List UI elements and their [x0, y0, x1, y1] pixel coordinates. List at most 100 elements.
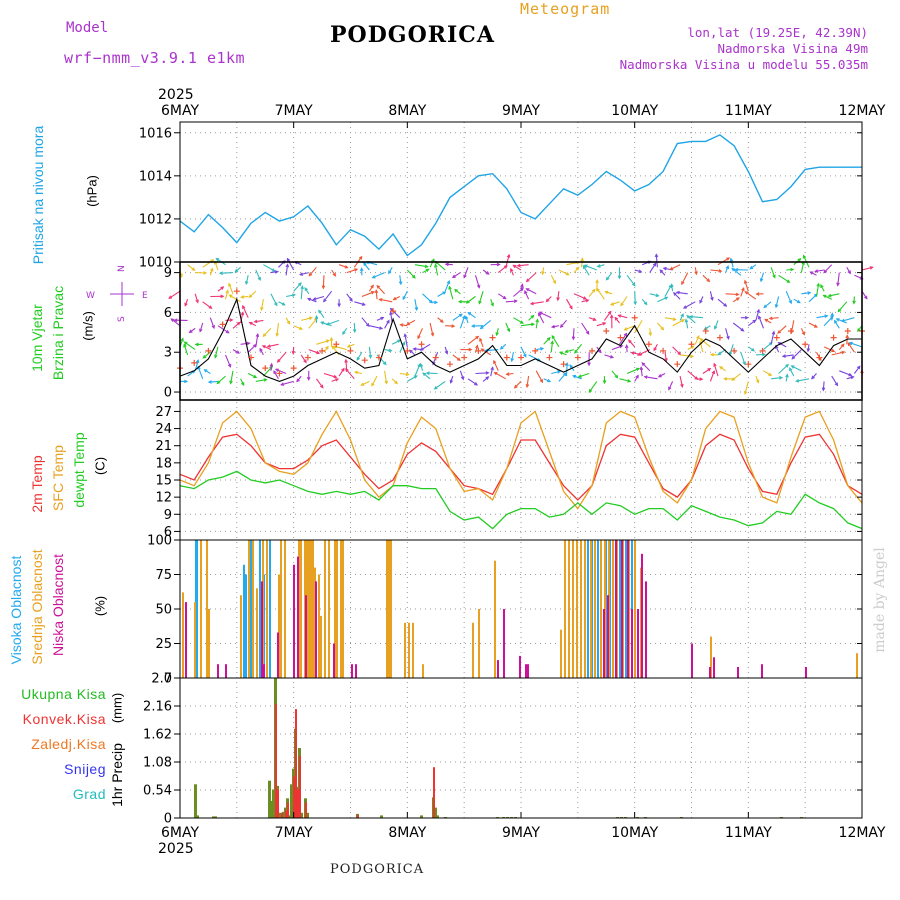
wind-arrow-head	[597, 349, 602, 354]
ytick-label: 18	[155, 456, 172, 471]
wind-arrow-head	[479, 325, 484, 330]
wind-arrow-head	[786, 279, 791, 283]
wind-arrow	[778, 274, 790, 283]
wind-ylabel-1: 10m Vjetar	[29, 304, 45, 372]
wind-arrow-head	[502, 295, 507, 300]
wind-gust-mark	[560, 361, 567, 368]
wind-arrow	[526, 288, 537, 295]
wind-arrow	[393, 296, 401, 301]
wind-arrow	[588, 381, 598, 393]
cloud-mid-bar	[266, 540, 268, 678]
legend-hail: Grad	[72, 786, 106, 802]
wind-arrow-head	[371, 382, 375, 387]
grid-lines	[180, 122, 862, 818]
wind-arrow	[300, 354, 307, 363]
cloud-low-ylabel: Niska Oblacnost	[50, 554, 66, 656]
wind-arrow-head	[569, 364, 574, 369]
cloud-low-bar	[519, 655, 521, 678]
cloud-series-2	[185, 540, 807, 678]
wind-arrow-head	[363, 262, 367, 267]
wind-arrow-head	[725, 265, 729, 270]
wind-arrow-head	[234, 268, 239, 273]
cloud-low-bar	[637, 609, 639, 678]
wind-arrow	[372, 272, 385, 279]
wind-arrow-head	[604, 290, 609, 295]
wind-arrow	[550, 341, 554, 353]
wind-arrow	[656, 322, 664, 330]
wind-arrow	[626, 345, 628, 353]
wind-arrow	[511, 352, 514, 362]
wind-gust-mark	[674, 361, 681, 368]
ytick-label: 1010	[139, 256, 172, 271]
wind-arrow	[304, 287, 310, 295]
cloud-low-bar	[305, 595, 307, 678]
wind-arrow	[658, 373, 666, 378]
cloud-mid-bar	[612, 540, 614, 678]
cloud-low-bar	[525, 664, 527, 678]
precip-convective-bar	[287, 802, 289, 818]
wind-arrow-head	[751, 347, 755, 352]
wind-arrow	[775, 345, 780, 353]
wind-arrow	[368, 346, 372, 358]
wind-arrow	[664, 317, 676, 321]
precip-total-bar	[196, 815, 199, 818]
wind-arrow-head	[680, 313, 684, 318]
wind-arrow-head	[389, 307, 394, 312]
wind-arrow	[589, 317, 596, 321]
wind-arrow-head	[840, 318, 845, 323]
wind-arrow-head	[210, 267, 214, 272]
ytick-label: 1.62	[143, 728, 172, 743]
wind-arrow-head	[535, 318, 539, 323]
cloud-low-bar	[261, 581, 263, 678]
wind-arrow-head	[699, 337, 704, 342]
wind-arrow-head	[630, 351, 635, 355]
wind-arrow-head	[199, 328, 203, 333]
wind-arrow-head	[430, 332, 435, 337]
wind-arrow-head	[852, 300, 856, 305]
wind-arrow	[500, 343, 507, 350]
wind-arrow-head	[574, 349, 578, 354]
wind-arrow-head	[422, 372, 427, 377]
wind-arrow-head	[262, 333, 267, 338]
wind-arrow-head	[402, 296, 406, 301]
ytick-label: 50	[155, 603, 172, 618]
wind-gust-mark	[248, 354, 255, 361]
wind-arrow	[482, 269, 490, 275]
wind-arrow	[838, 343, 845, 350]
wind-arrow-head	[468, 347, 473, 352]
wind-arrow-head	[802, 254, 807, 259]
wind-arrow-head	[538, 311, 543, 315]
cloud-high-bar	[243, 564, 245, 678]
wind-arrow-head	[240, 295, 245, 299]
ytick-label: 2.7	[151, 672, 172, 687]
wind-arrow-head	[623, 327, 628, 331]
wind-arrow	[214, 261, 219, 271]
model-label: Model	[66, 20, 109, 36]
wind-arrow	[679, 313, 684, 321]
wind-arrow	[687, 345, 695, 351]
wind-arrow-head	[557, 370, 562, 374]
wind-arrow	[216, 375, 226, 384]
wind-arrow-head	[370, 284, 374, 289]
cloud-high-bar	[587, 540, 589, 678]
wind-arrow-head	[506, 253, 511, 258]
wind-arrow	[452, 272, 461, 278]
wind-arrow	[356, 351, 363, 361]
wind-arrow-head	[596, 264, 601, 268]
cloud-mid-bar	[568, 540, 570, 678]
wind-arrow	[262, 327, 272, 337]
wind-arrow	[277, 351, 287, 363]
wind-arrow	[505, 300, 517, 303]
cloud-unit: (%)	[92, 595, 108, 617]
wind-arrow-head	[572, 374, 577, 379]
wind-arrow-head	[266, 344, 271, 348]
wind-arrow-head	[454, 288, 458, 293]
wind-arrow	[764, 318, 772, 324]
wind-arrow	[558, 372, 567, 382]
wind-gust-mark	[745, 361, 752, 368]
wind-arrow	[434, 380, 446, 390]
wind-arrow-head	[439, 319, 444, 323]
wind-arrow	[184, 299, 189, 306]
wind-arrow	[689, 316, 703, 319]
precip-total-bar	[272, 789, 275, 818]
